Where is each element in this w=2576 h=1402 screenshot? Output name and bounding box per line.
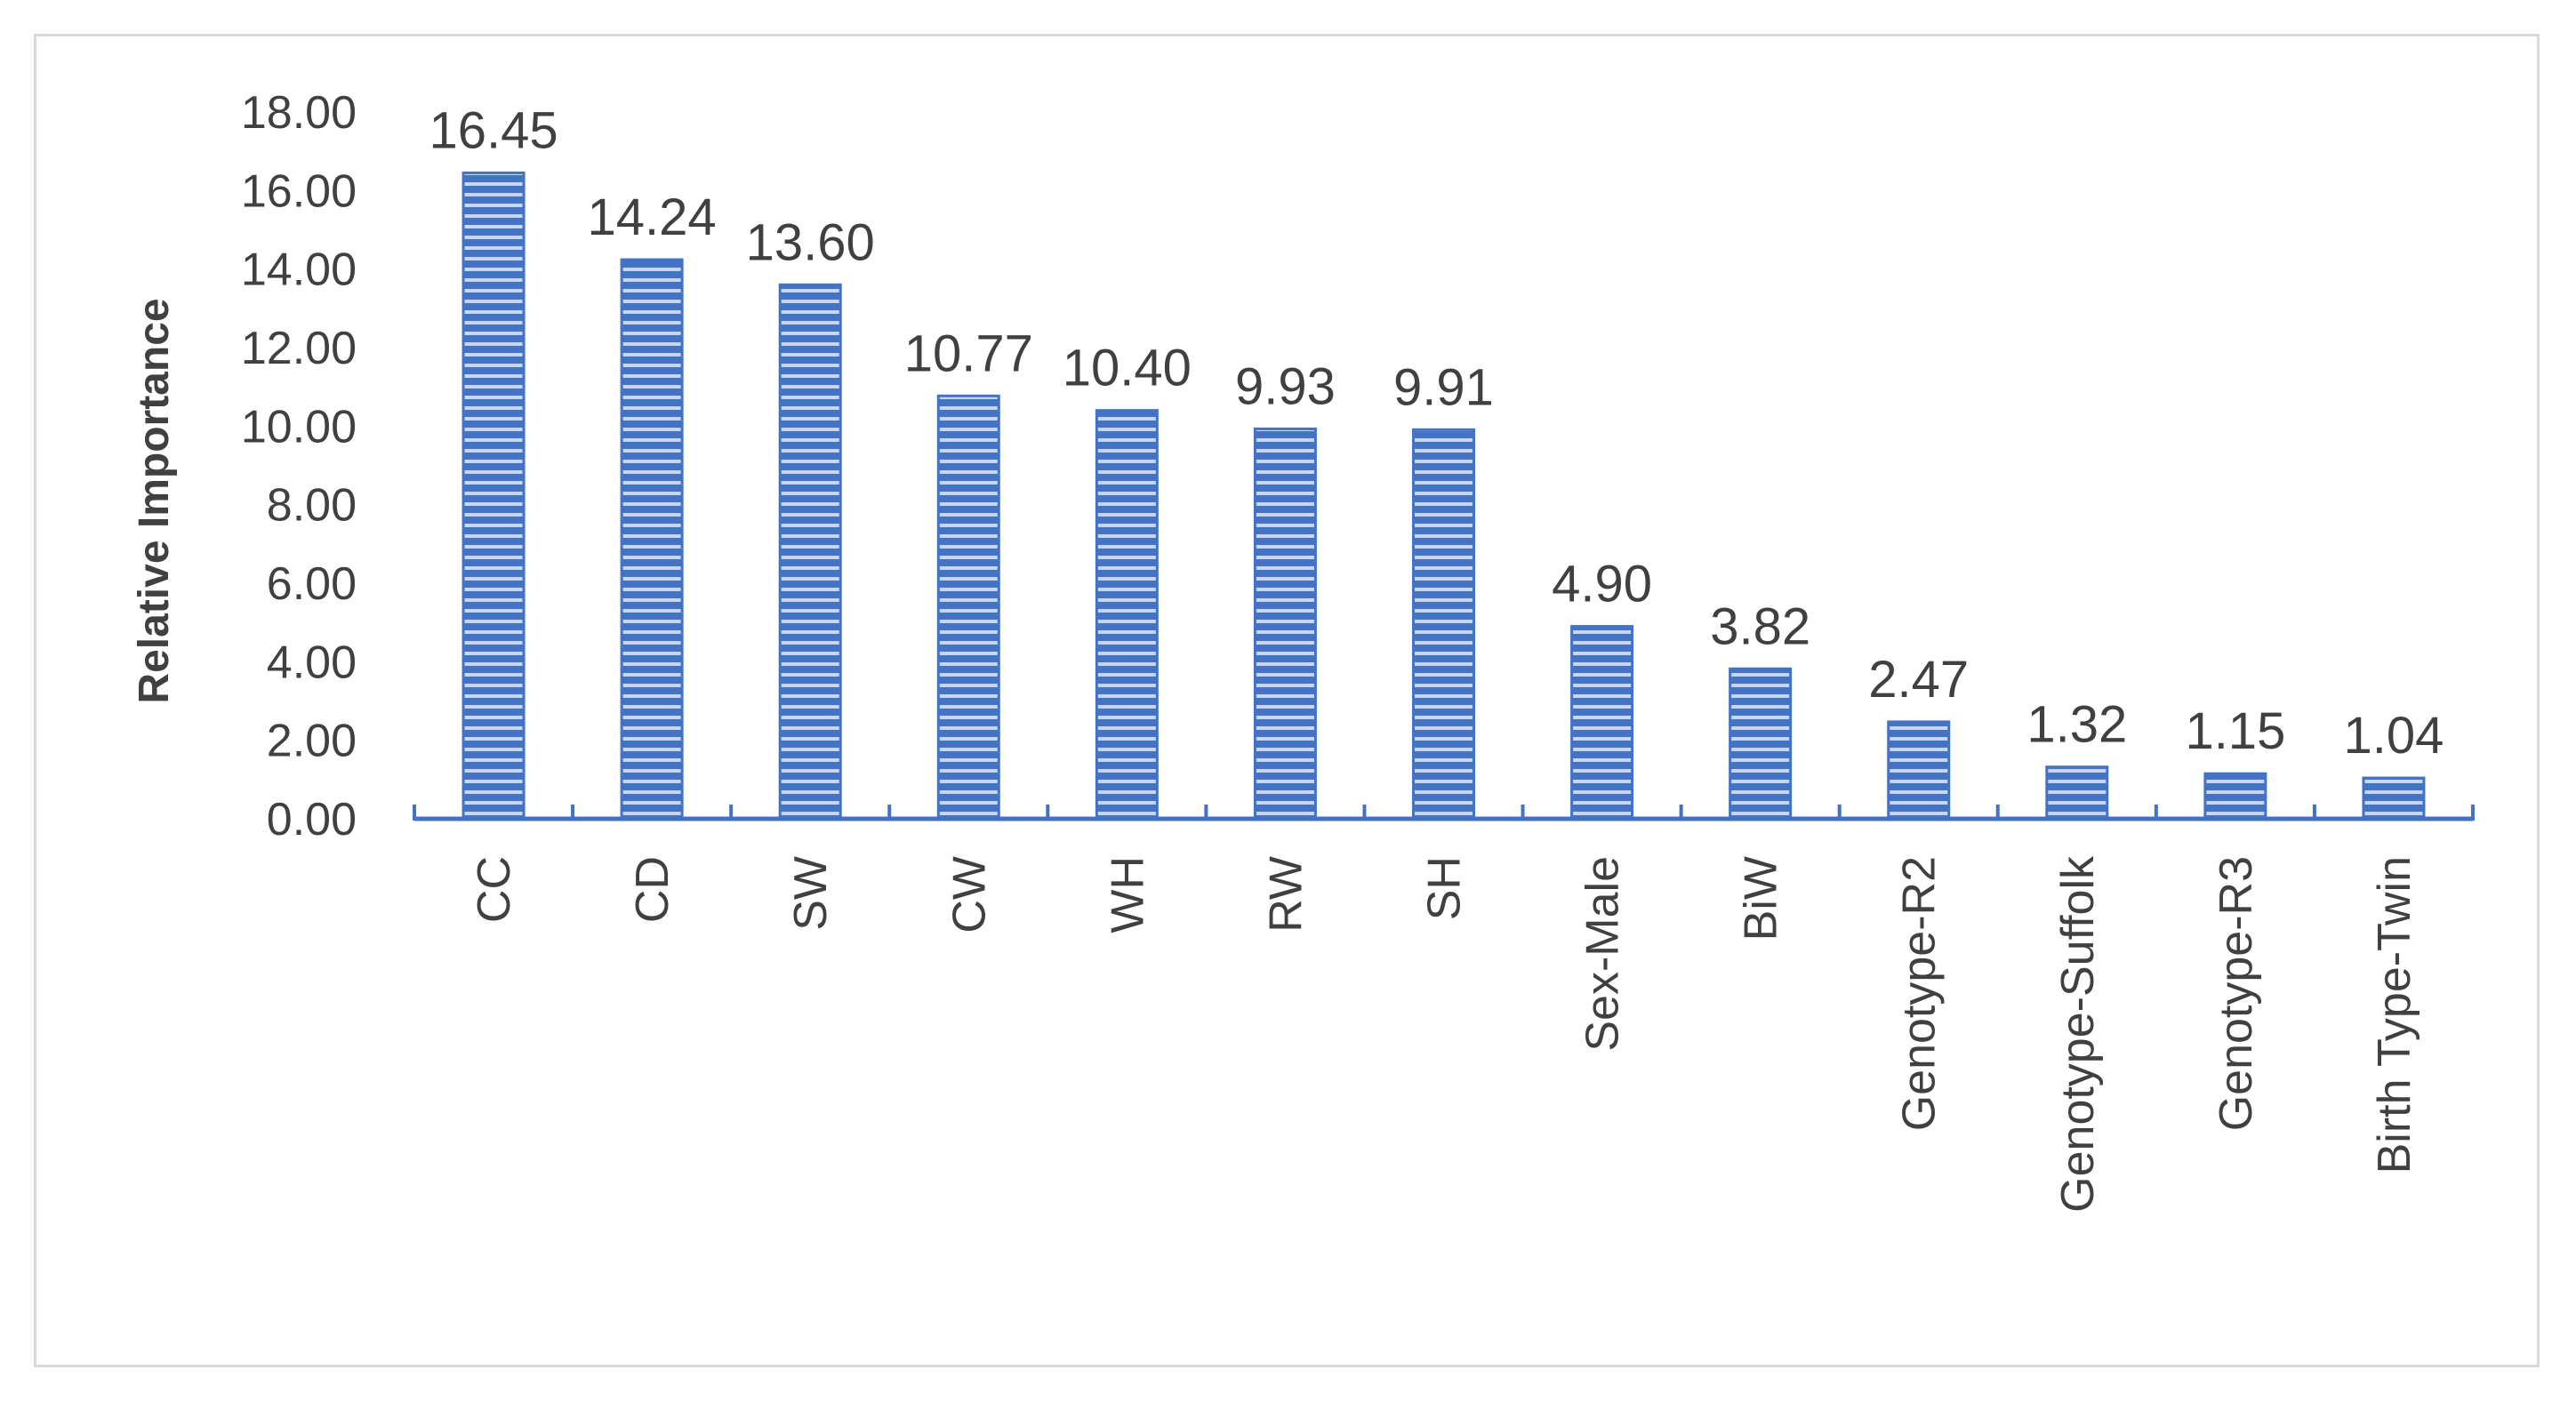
bar-biw [1729,667,1793,821]
y-tick-label: 2.00 [267,716,357,767]
y-tick-label: 16.00 [241,165,357,217]
data-labels: 16.45 14.24 13.60 10.77 10.40 9.93 9.91 4.90 3.8… [429,101,2444,765]
y-tick-label: 10.00 [241,401,357,453]
data-label: 9.91 [1393,358,1494,416]
data-label: 9.93 [1235,357,1336,415]
bars [461,171,2426,821]
x-category-label: CD [627,856,678,923]
data-label: 16.45 [429,101,558,159]
y-tick-label: 6.00 [267,558,357,610]
data-label: 14.24 [588,188,717,246]
x-axis [413,805,2475,821]
bar-sex-male [1570,625,1634,821]
bar-rw [1253,427,1317,821]
bar-birth-type-twin [2362,776,2426,821]
bar-wh [1095,409,1159,821]
y-tick-label: 14.00 [241,244,357,296]
y-tick-label: 8.00 [267,480,357,532]
y-tick-label: 18.00 [241,87,357,139]
data-label: 1.04 [2344,707,2444,765]
y-tick-label: 0.00 [267,794,357,845]
x-category-label: SH [1419,856,1471,920]
x-category-label: Sex-Male [1577,856,1629,1052]
x-category-label: WH [1102,856,1153,933]
bar-genotype-r3 [2203,772,2267,821]
x-category-label: CW [943,856,995,933]
category-labels: CC CD SW CW WH RW SH Sex-Male BiW Genotype-R2 Geno… [469,855,2420,1213]
bar-genotype-r2 [1887,720,1951,821]
x-category-label: SW [785,856,837,931]
data-label: 10.40 [1063,340,1192,397]
x-category-label: Genotype-Suffolk [2052,855,2104,1213]
bar-cd [620,258,684,821]
bar-sw [778,283,842,821]
y-tick-label: 4.00 [267,637,357,688]
y-tick-label: 12.00 [241,323,357,374]
x-category-label: CC [469,856,520,923]
data-label: 10.77 [904,324,1033,382]
y-axis-title: Relative Importance [131,298,178,703]
data-label: 1.32 [2026,696,2127,754]
data-label: 2.47 [1868,651,1969,709]
data-label: 4.90 [1552,556,1652,613]
data-label: 1.15 [2185,702,2285,760]
bar-chart: 0.00 2.00 4.00 6.00 8.00 10.00 12.00 14.00 16.00… [131,87,2475,1213]
chart-frame: 0.00 2.00 4.00 6.00 8.00 10.00 12.00 14.00 16.00… [34,34,2540,1367]
bar-cc [461,171,526,821]
bar-genotype-suffolk [2045,765,2109,821]
x-category-label: Genotype-R3 [2211,856,2262,1131]
bar-cw [936,394,1000,821]
x-category-label: Birth Type-Twin [2369,856,2420,1174]
data-label: 3.82 [1710,597,1810,655]
y-axis-ticks: 0.00 2.00 4.00 6.00 8.00 10.00 12.00 14.00 16.00… [241,87,357,845]
bar-sh [1412,428,1475,821]
x-category-label: BiW [1736,856,1787,941]
x-category-label: Genotype-R2 [1894,856,1946,1131]
x-category-label: RW [1260,856,1312,933]
data-label: 13.60 [746,213,875,271]
